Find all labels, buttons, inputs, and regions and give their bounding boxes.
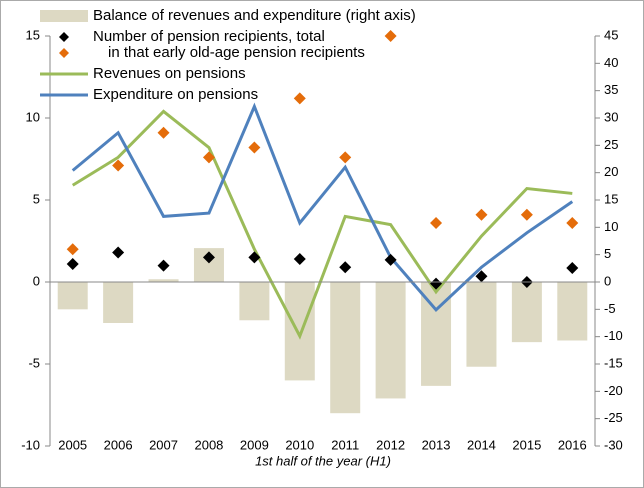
x-tick-label: 2006 bbox=[104, 437, 133, 452]
y-tick-label: 10 bbox=[26, 109, 40, 124]
marker bbox=[293, 253, 306, 266]
y-tick-label: 5 bbox=[33, 191, 40, 206]
y2-tick-label: 30 bbox=[604, 109, 618, 124]
marker bbox=[66, 243, 79, 256]
marker bbox=[384, 30, 397, 42]
x-tick-label: 2012 bbox=[376, 437, 405, 452]
x-tick-label: 2011 bbox=[331, 437, 359, 452]
y2-tick-label: 45 bbox=[604, 27, 618, 42]
x-tick-label: 2010 bbox=[285, 437, 314, 452]
bar bbox=[239, 282, 270, 321]
marker bbox=[566, 262, 579, 275]
bar bbox=[466, 282, 497, 367]
marker bbox=[566, 216, 579, 229]
y2-tick-label: 15 bbox=[604, 191, 618, 206]
legend-label: Number of pension recipients, total bbox=[93, 28, 325, 45]
y2-tick-label: 40 bbox=[604, 55, 618, 70]
x-axis-label: 1st half of the year (H1) bbox=[255, 453, 391, 468]
y2-tick-label: -20 bbox=[604, 383, 623, 398]
legend-swatch bbox=[40, 10, 88, 22]
y2-tick-label: -5 bbox=[604, 301, 616, 316]
line bbox=[71, 109, 573, 340]
bar bbox=[57, 282, 88, 310]
bar bbox=[511, 282, 542, 343]
marker bbox=[475, 270, 488, 283]
marker bbox=[475, 208, 488, 221]
x-tick-label: 2009 bbox=[240, 437, 269, 452]
y-tick-label: 15 bbox=[26, 27, 40, 42]
y2-tick-label: 5 bbox=[604, 246, 611, 261]
y2-tick-label: 10 bbox=[604, 219, 618, 234]
marker bbox=[112, 246, 125, 259]
marker bbox=[157, 259, 170, 272]
x-tick-label: 2008 bbox=[194, 437, 223, 452]
y2-tick-label: -30 bbox=[604, 437, 623, 452]
marker bbox=[248, 141, 261, 154]
marker bbox=[157, 126, 170, 139]
marker bbox=[202, 151, 215, 164]
x-tick-label: 2013 bbox=[422, 437, 451, 452]
y2-tick-label: 20 bbox=[604, 164, 618, 179]
bar bbox=[284, 282, 315, 381]
legend-label: Expenditure on pensions bbox=[93, 86, 258, 103]
y2-tick-label: -10 bbox=[604, 328, 623, 343]
bar bbox=[375, 282, 406, 399]
legend-label: in that early old-age pension recipients bbox=[108, 44, 365, 61]
legend-swatch bbox=[59, 32, 69, 42]
y2-tick-label: -15 bbox=[604, 355, 623, 370]
x-tick-label: 2005 bbox=[58, 437, 87, 452]
bar bbox=[557, 282, 588, 341]
y-tick-label: -10 bbox=[21, 437, 40, 452]
legend-label: Balance of revenues and expenditure (rig… bbox=[93, 7, 416, 24]
legend-label: Revenues on pensions bbox=[93, 65, 246, 82]
x-tick-label: 2007 bbox=[149, 437, 178, 452]
y2-tick-label: -25 bbox=[604, 410, 623, 425]
marker bbox=[384, 253, 397, 266]
marker bbox=[430, 277, 443, 290]
bar bbox=[103, 282, 134, 323]
bar bbox=[330, 282, 361, 414]
marker bbox=[66, 257, 79, 270]
marker bbox=[202, 251, 215, 264]
y2-tick-label: 0 bbox=[604, 273, 611, 288]
marker bbox=[520, 208, 533, 221]
marker bbox=[293, 92, 306, 105]
y-tick-label: 0 bbox=[33, 273, 40, 288]
line bbox=[71, 102, 574, 313]
y2-tick-label: 35 bbox=[604, 82, 618, 97]
x-tick-label: 2015 bbox=[512, 437, 541, 452]
y-tick-label: -5 bbox=[28, 355, 40, 370]
bar bbox=[148, 279, 179, 282]
marker bbox=[339, 261, 352, 274]
legend-swatch bbox=[59, 48, 69, 58]
y2-tick-label: 25 bbox=[604, 137, 618, 152]
marker bbox=[112, 159, 125, 172]
marker bbox=[339, 151, 352, 164]
marker bbox=[248, 251, 261, 264]
x-tick-label: 2014 bbox=[467, 437, 496, 452]
x-tick-label: 2016 bbox=[558, 437, 587, 452]
marker bbox=[430, 216, 443, 229]
